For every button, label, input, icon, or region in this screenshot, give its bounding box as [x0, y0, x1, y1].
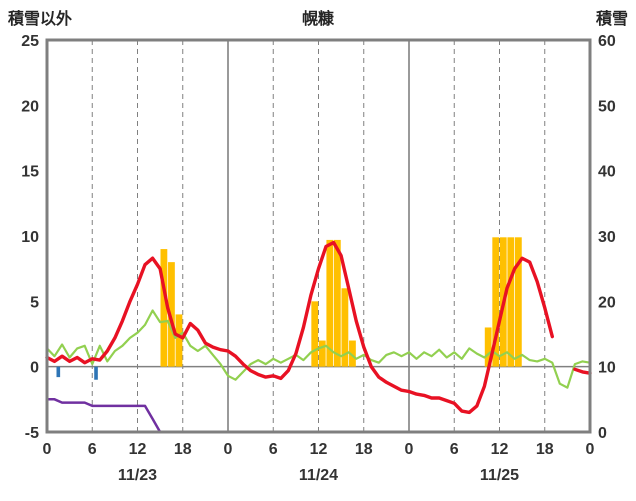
x-axis-tick-label: 12 — [310, 441, 328, 458]
left-axis-tick-label: 0 — [30, 360, 39, 377]
x-axis-tick-label: 12 — [491, 441, 509, 458]
date-label: 11/23 — [118, 467, 157, 484]
sunshine-bar — [492, 237, 500, 367]
sunshine-bar — [175, 314, 183, 367]
right-axis-tick-label: 0 — [598, 425, 607, 442]
sunshine-bar — [514, 237, 522, 367]
date-label: 11/25 — [480, 467, 519, 484]
x-axis-tick-label: 18 — [174, 441, 192, 458]
x-axis-tick-label: 6 — [269, 441, 278, 458]
right-axis-tick-label: 60 — [598, 33, 616, 50]
temperature-line — [573, 367, 592, 375]
sunshine-bar — [484, 327, 492, 367]
precipitation-bar — [94, 366, 98, 380]
left-axis-tick-label: 20 — [21, 98, 39, 115]
left-axis-tick-label: 10 — [21, 229, 39, 246]
sunshine-bar — [326, 239, 334, 367]
x-axis-tick-label: 0 — [405, 441, 414, 458]
x-axis-tick-label: 0 — [224, 441, 233, 458]
sunshine-bar — [318, 340, 326, 367]
x-axis-tick-label: 0 — [586, 441, 595, 458]
x-axis-tick-label: 0 — [43, 441, 52, 458]
precipitation-bar — [56, 366, 61, 378]
x-axis-tick-label: 18 — [536, 441, 554, 458]
right-axis-tick-label: 20 — [598, 294, 616, 311]
left-axis-tick-label: 25 — [21, 33, 39, 50]
plot-border — [45, 38, 592, 434]
left-axis-tick-label: 15 — [21, 164, 39, 181]
left-axis-tick-label: 5 — [30, 294, 39, 311]
x-axis-tick-label: 12 — [129, 441, 147, 458]
sunshine-bar — [349, 340, 356, 367]
right-axis-tick-label: 30 — [598, 229, 616, 246]
temperature-line — [45, 240, 554, 415]
sunshine-bar — [168, 262, 175, 367]
x-axis-tick-label: 18 — [355, 441, 373, 458]
sunshine-bar — [333, 239, 341, 367]
sunshine-bar — [311, 301, 319, 367]
wind-line — [45, 309, 592, 389]
x-axis-tick-label: 6 — [88, 441, 97, 458]
left-axis-tick-label: -5 — [25, 425, 39, 442]
snow-depth-line — [45, 398, 592, 434]
sunshine-bar — [341, 288, 349, 367]
x-axis-tick-label: 6 — [450, 441, 459, 458]
date-label: 11/24 — [299, 467, 338, 484]
sunshine-bar — [507, 237, 515, 367]
right-axis-tick-label: 10 — [598, 360, 616, 377]
sunshine-bar — [160, 249, 168, 367]
right-axis-tick-label: 40 — [598, 164, 616, 181]
right-axis-tick-label: 50 — [598, 98, 616, 115]
